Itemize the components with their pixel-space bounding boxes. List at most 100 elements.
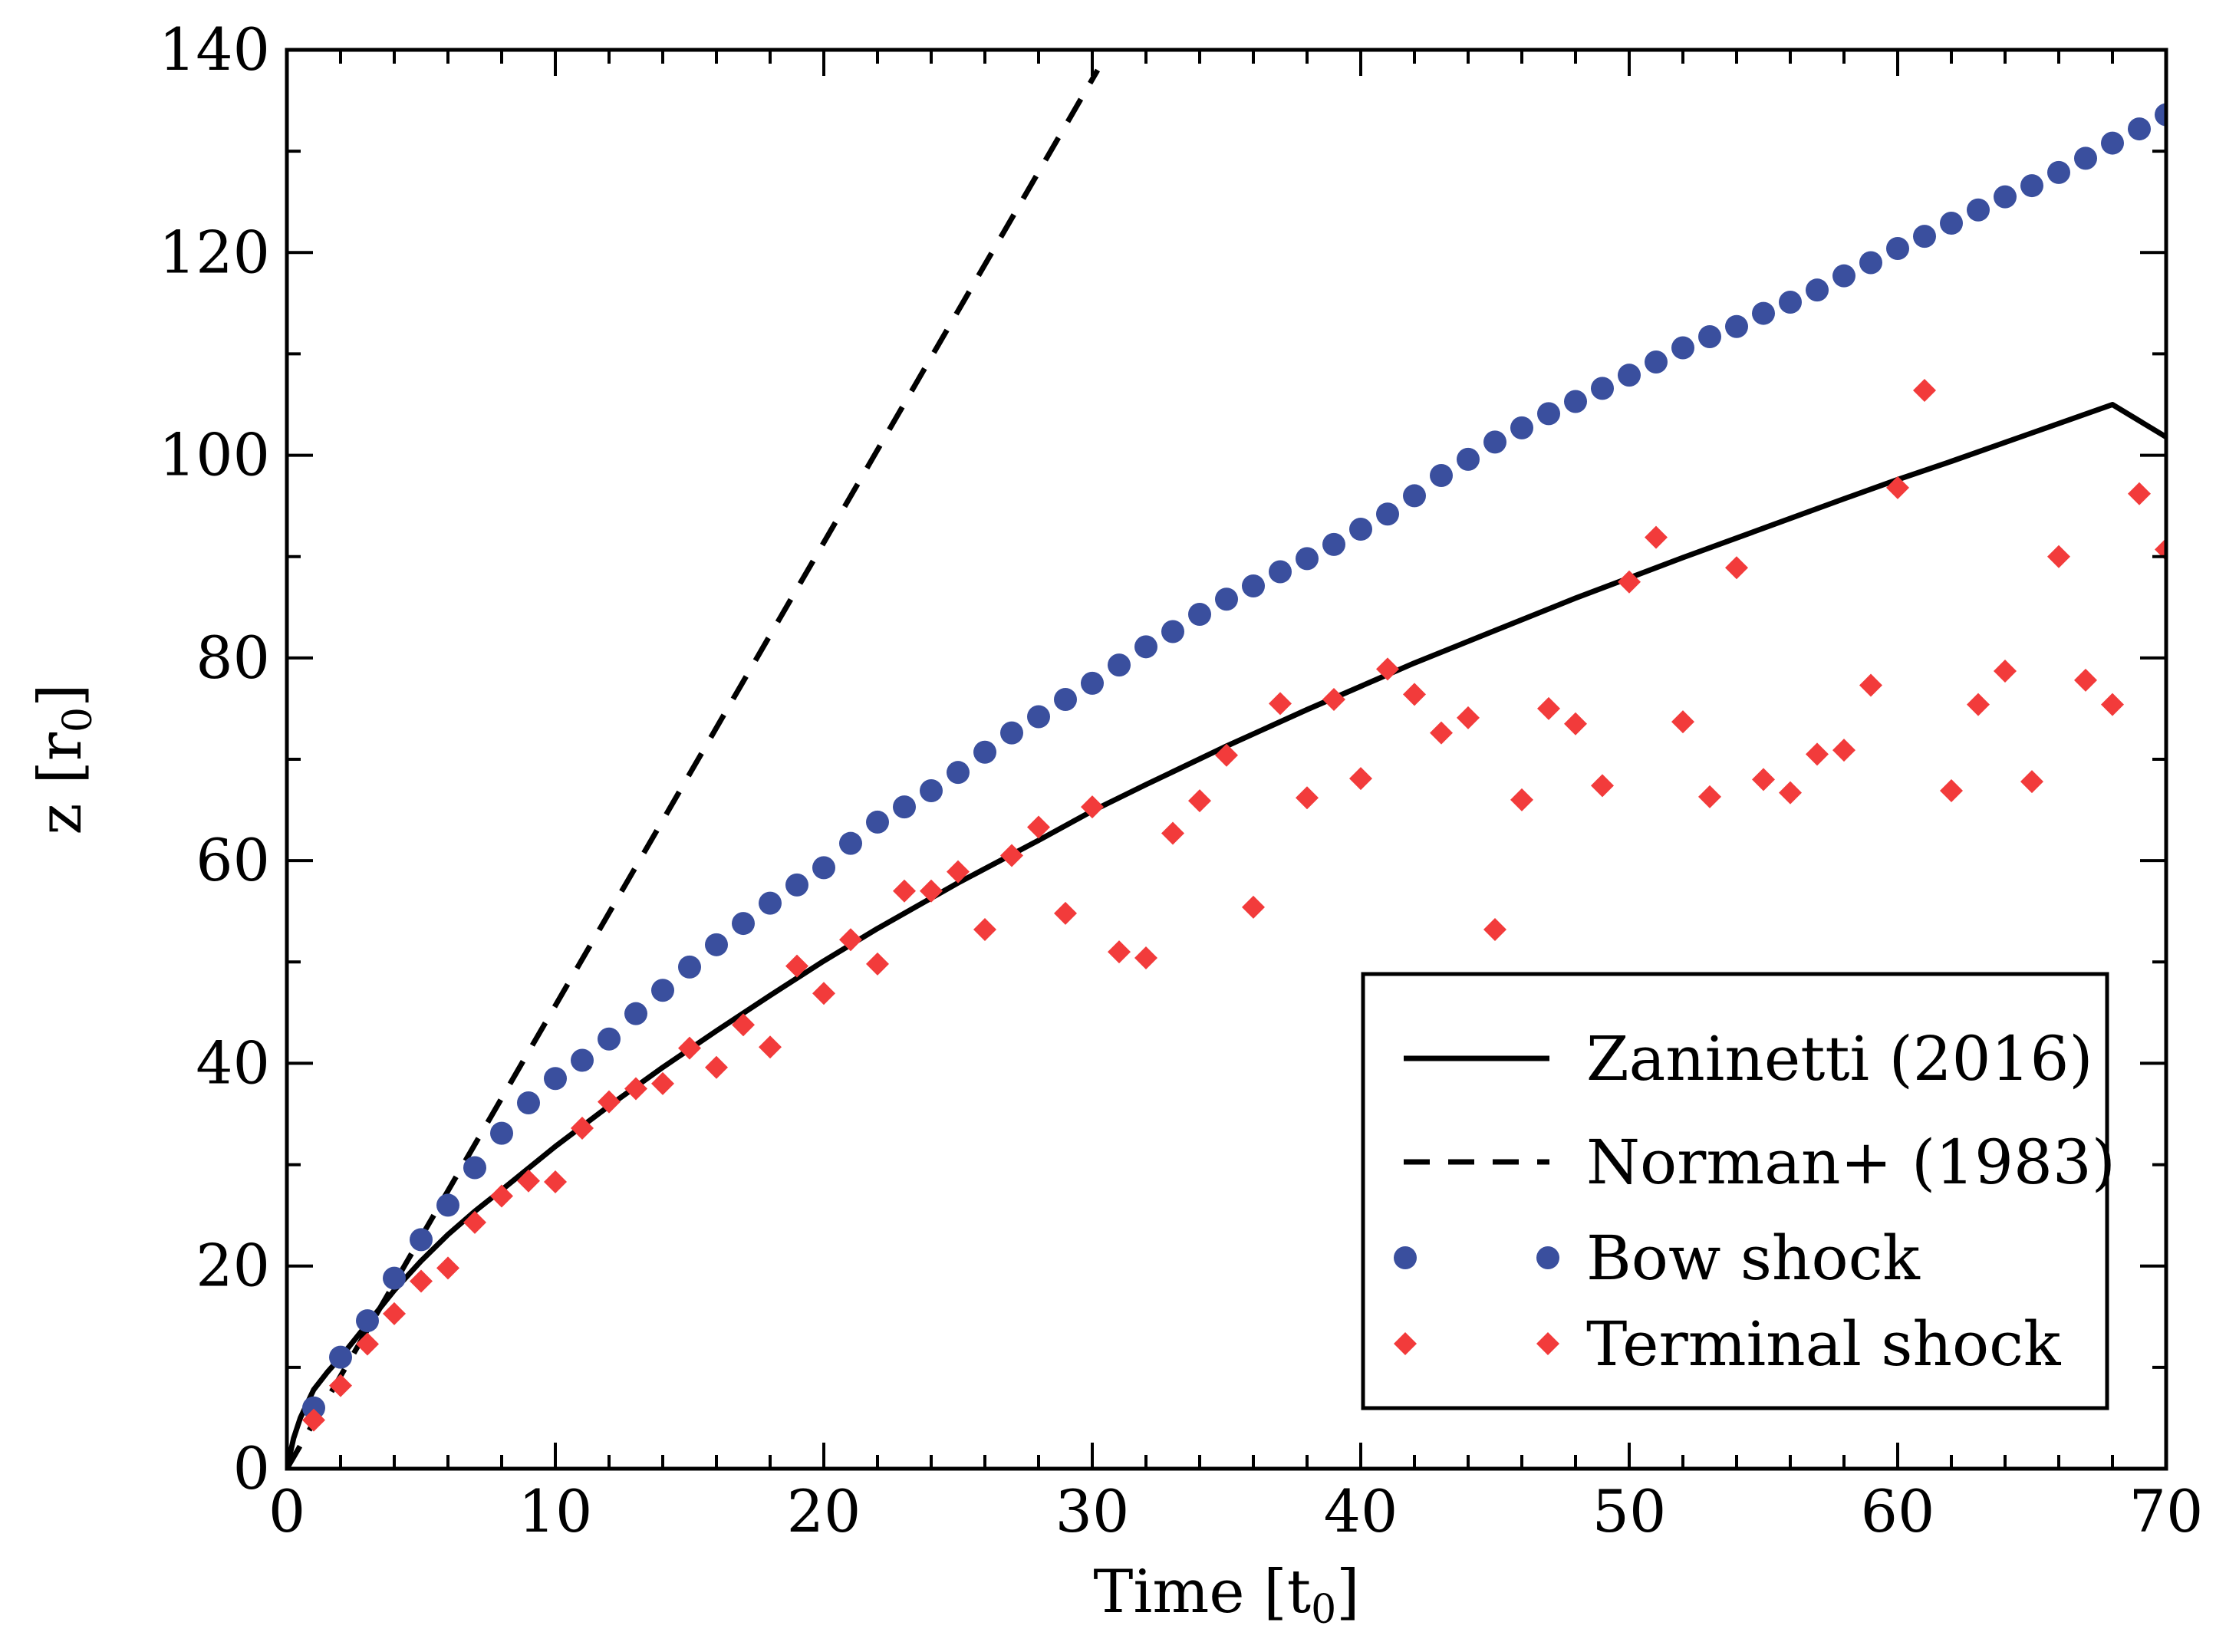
data-point-bow-shock [1886, 237, 1909, 260]
data-point-bow-shock [678, 955, 701, 979]
data-point-bow-shock [866, 810, 889, 834]
data-point-bow-shock [812, 856, 835, 880]
data-point-bow-shock [785, 873, 808, 897]
legend-swatch-marker [1536, 1332, 1559, 1355]
data-point-terminal-shock [920, 879, 943, 903]
data-point-terminal-shock [410, 1269, 433, 1293]
data-point-terminal-shock [1081, 795, 1104, 819]
data-point-terminal-shock [1940, 778, 1963, 802]
legend-swatch-marker [1394, 1246, 1417, 1269]
y-tick-label: 0 [233, 1434, 270, 1502]
data-point-bow-shock [1296, 547, 1319, 571]
data-point-terminal-shock [571, 1117, 594, 1140]
data-point-terminal-shock [1779, 781, 1802, 805]
data-point-bow-shock [463, 1156, 486, 1180]
data-point-bow-shock [410, 1228, 433, 1252]
data-point-terminal-shock [436, 1256, 459, 1280]
data-point-bow-shock [2155, 103, 2166, 127]
legend-label: Terminal shock [1586, 1308, 2062, 1380]
data-point-terminal-shock [1188, 789, 1211, 813]
data-point-bow-shock [1645, 350, 1668, 374]
data-point-bow-shock [302, 1396, 325, 1420]
data-point-bow-shock [2074, 146, 2097, 170]
x-tick-label: 50 [1592, 1477, 1667, 1545]
x-tick-label: 10 [519, 1477, 593, 1545]
data-point-bow-shock [1242, 574, 1265, 598]
data-point-bow-shock [356, 1309, 379, 1333]
data-point-terminal-shock [1134, 946, 1157, 969]
x-tick-label: 70 [2129, 1477, 2204, 1545]
x-tick-label: 40 [1324, 1477, 1398, 1545]
data-point-bow-shock [1322, 532, 1345, 556]
series-terminal-shock [302, 379, 2166, 1432]
data-point-terminal-shock [329, 1374, 352, 1397]
legend-label: Zaninetti (2016) [1586, 1023, 2093, 1094]
data-point-bow-shock [1269, 560, 1292, 584]
data-point-terminal-shock [2020, 770, 2043, 794]
data-point-terminal-shock [1913, 379, 1936, 402]
legend-label: Bow shock [1586, 1223, 1921, 1294]
data-point-terminal-shock [1725, 556, 1748, 580]
data-point-terminal-shock [1242, 895, 1265, 919]
data-point-terminal-shock [2047, 545, 2070, 568]
data-point-terminal-shock [1483, 918, 1506, 941]
data-point-terminal-shock [624, 1077, 647, 1101]
data-point-terminal-shock [1430, 721, 1453, 745]
data-point-bow-shock [1457, 447, 1480, 471]
data-point-terminal-shock [1671, 710, 1694, 734]
data-point-bow-shock [2101, 131, 2124, 155]
data-point-terminal-shock [1859, 673, 1882, 697]
y-tick-label: 120 [159, 218, 270, 286]
data-point-bow-shock [2020, 174, 2043, 198]
data-point-bow-shock [1054, 688, 1077, 712]
data-point-bow-shock [544, 1067, 567, 1091]
data-point-terminal-shock [1510, 788, 1533, 811]
data-point-bow-shock [1618, 364, 1641, 387]
legend: Zaninetti (2016) Norman+ (1983) Bow shock T… [1361, 972, 2116, 1410]
y-axis-title-subscript: 0 [55, 707, 101, 732]
legend-swatch-marker [1536, 1246, 1559, 1269]
x-axis-title-subscript: 0 [1311, 1587, 1336, 1633]
data-point-bow-shock [1537, 402, 1560, 426]
data-point-bow-shock [1108, 653, 1131, 677]
data-point-bow-shock [1376, 502, 1399, 526]
legend-item-norman-1983: Norman+ (1983) [1404, 1127, 2116, 1198]
data-point-terminal-shock [678, 1036, 701, 1060]
data-point-terminal-shock [893, 879, 916, 903]
data-point-bow-shock [1430, 464, 1453, 487]
data-point-bow-shock [1000, 721, 1023, 745]
data-point-bow-shock [490, 1121, 513, 1145]
x-tick-label: 0 [268, 1477, 305, 1545]
data-point-bow-shock [1081, 671, 1104, 695]
x-axis-title-end: ] [1336, 1558, 1359, 1627]
series-layer [287, 68, 2166, 1469]
data-point-terminal-shock [1832, 739, 1855, 762]
data-point-bow-shock [893, 795, 916, 819]
data-point-bow-shock [1215, 587, 1238, 611]
data-point-bow-shock [651, 979, 674, 1002]
data-point-terminal-shock [812, 982, 835, 1005]
data-point-terminal-shock [1698, 785, 1721, 808]
legend-items: Zaninetti (2016) Norman+ (1983) Bow shock T… [1394, 1023, 2116, 1380]
data-point-terminal-shock [2101, 693, 2124, 716]
data-point-bow-shock [1752, 301, 1775, 325]
labels-layer: 0 10 20 30 40 50 60 70 0 20 40 60 80 100 120 140 [159, 15, 2203, 1545]
data-point-terminal-shock [2128, 482, 2151, 505]
data-point-terminal-shock [1349, 767, 1372, 791]
data-point-bow-shock [1859, 251, 1882, 275]
data-point-terminal-shock [1215, 743, 1238, 767]
y-tick-label: 80 [196, 624, 270, 692]
data-point-terminal-shock [1376, 657, 1399, 681]
legend-label: Norman+ (1983) [1586, 1127, 2116, 1198]
data-point-terminal-shock [1457, 706, 1480, 729]
data-point-bow-shock [1188, 603, 1211, 627]
series-bow-shock [302, 103, 2166, 1420]
data-point-terminal-shock [839, 928, 862, 952]
data-point-bow-shock [1349, 518, 1372, 541]
y-axis-title-main: z [r [26, 732, 95, 834]
data-point-terminal-shock [356, 1332, 379, 1356]
data-point-bow-shock [2128, 117, 2151, 141]
data-point-bow-shock [1698, 324, 1721, 348]
legend-item-bow-shock: Bow shock [1394, 1223, 1921, 1294]
